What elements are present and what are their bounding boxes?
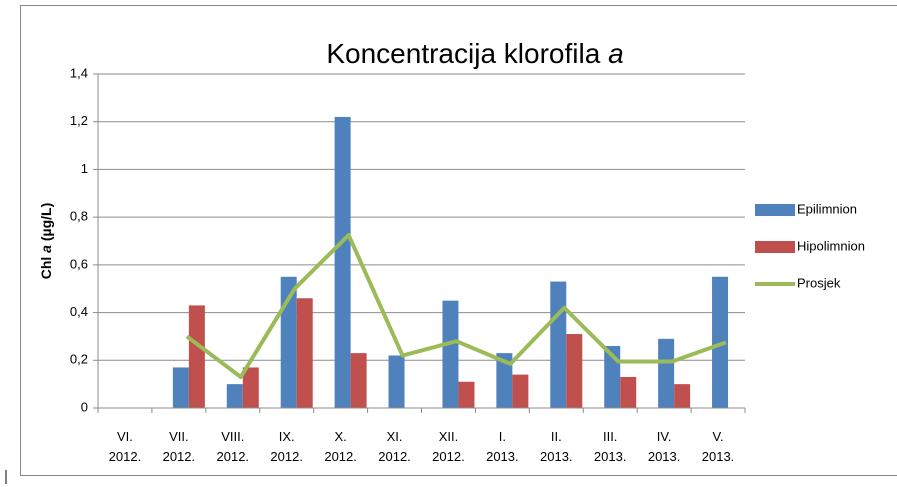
y-tick-label: 0,6	[70, 256, 88, 271]
x-tick-label-line: III.	[603, 429, 617, 444]
x-tick-label: VIII. 2012.	[217, 429, 250, 464]
x-tick-label-line: 2012.	[163, 449, 196, 464]
x-tick-label: XII. 2012.	[432, 429, 465, 464]
x-tick-label-line: 2013.	[540, 449, 573, 464]
legend-swatch	[755, 204, 795, 216]
x-tick-label-line: I.	[499, 429, 506, 444]
y-tick-label: 1,4	[70, 65, 88, 80]
x-tick-label-line: XI.	[387, 429, 403, 444]
legend-label: Prosjek	[797, 275, 841, 290]
x-tick-label-line: V.	[712, 429, 723, 444]
y-tick-label: 0	[81, 399, 88, 414]
bar	[550, 281, 567, 408]
x-tick-label-line: 2013.	[648, 449, 681, 464]
bar	[712, 276, 729, 408]
x-tick-label: IV. 2013.	[648, 429, 681, 464]
x-tick-label-line: X.	[334, 429, 346, 444]
y-axis-label-part: (µg/L)	[38, 203, 54, 241]
chart-title-italic: a	[608, 38, 624, 69]
bar	[242, 367, 259, 408]
bar	[188, 305, 205, 408]
x-tick-label: VI. 2012.	[109, 429, 142, 464]
x-tick-label-line: VIII.	[221, 429, 244, 444]
x-tick-label: XI. 2012.	[378, 429, 411, 464]
y-tick-label: 0,8	[70, 209, 88, 224]
y-tick-label: 0,4	[70, 304, 88, 319]
bar	[674, 384, 691, 408]
bar	[172, 367, 189, 408]
x-tick-label-line: VI.	[117, 429, 133, 444]
y-tick-label: 0,2	[70, 352, 88, 367]
x-tick-label-line: 2012.	[432, 449, 465, 464]
x-tick-label-line: VII.	[169, 429, 189, 444]
x-tick-label-line: 2012.	[378, 449, 411, 464]
chart-title: Koncentracija klorofila a	[326, 38, 623, 69]
legend-label: Epilimnion	[797, 201, 857, 216]
bar	[566, 334, 583, 408]
bar	[620, 376, 637, 408]
legend-swatch	[755, 241, 795, 253]
y-axis-label-part: Chl	[38, 257, 54, 280]
chart-title-text: Koncentracija klorofila	[326, 38, 600, 69]
x-tick-label-line: IX.	[279, 429, 295, 444]
x-tick-label: IX. 2012.	[270, 429, 303, 464]
x-tick-label-line: 2012.	[217, 449, 250, 464]
x-tick-label: III. 2013.	[594, 429, 627, 464]
x-tick-label: V. 2013.	[702, 429, 735, 464]
bar	[334, 116, 351, 408]
y-tick-label: 1,2	[70, 113, 88, 128]
x-tick-label: I. 2013.	[486, 429, 519, 464]
x-tick-label: II. 2013.	[540, 429, 573, 464]
bar	[296, 298, 313, 408]
bar	[512, 374, 529, 408]
bar	[280, 276, 297, 408]
x-tick-label: X. 2012.	[324, 429, 357, 464]
x-tick-label-line: 2012.	[324, 449, 357, 464]
x-tick-label: VII. 2012.	[163, 429, 196, 464]
x-tick-label-line: 2013.	[594, 449, 627, 464]
x-tick-label-line: IV.	[657, 429, 672, 444]
x-tick-label-line: II.	[551, 429, 562, 444]
bar	[226, 384, 243, 408]
legend-label: Hipolimnion	[797, 238, 865, 253]
y-axis-label: Chl a (µg/L)	[38, 203, 54, 280]
bar	[350, 353, 367, 408]
y-tick-label: 1	[81, 161, 88, 176]
x-tick-label-line: 2013.	[486, 449, 519, 464]
x-tick-label-line: 2013.	[702, 449, 735, 464]
y-axis-label-part: a	[38, 245, 54, 253]
bar	[458, 381, 475, 408]
bar	[442, 300, 459, 408]
x-tick-label-line: 2012.	[270, 449, 303, 464]
line	[185, 233, 727, 379]
bar	[496, 353, 513, 408]
x-tick-label-line: 2012.	[109, 449, 142, 464]
bar	[388, 355, 405, 408]
bar	[658, 338, 675, 408]
x-tick-label-line: XII.	[439, 429, 459, 444]
